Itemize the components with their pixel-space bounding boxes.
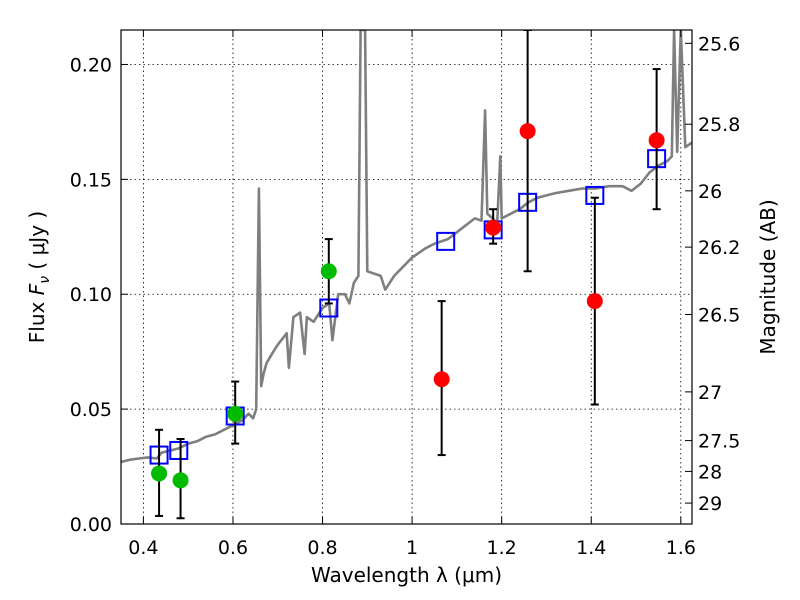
axis-ticks: 0.4 0.6 0.8 1 1.2 1.4 1.6 0.00 0.05 0.10 0.15 0.20 2… [70,30,740,559]
x-tick-label: 0.8 [307,537,337,559]
x-tick-label: 1.2 [487,537,517,559]
right-tick-label: 26.2 [698,237,740,259]
right-tick-label: 25.6 [698,33,740,55]
right-tick-label: 27 [698,382,722,404]
y-tick-label: 0.10 [70,284,112,306]
plot-area [121,30,692,520]
y-tick-label: 0.00 [70,514,112,536]
y-tick-label: 0.05 [70,399,112,421]
right-tick-label: 25.8 [698,114,740,136]
y-tick-label: 0.20 [70,54,112,76]
green-data-point [227,405,244,422]
y-axis-right-label: Magnitude (AB) [756,199,780,354]
red-data-point [433,371,450,388]
y-axis-label-unit: ( μJy ) [25,211,49,276]
red-data-point [648,132,665,149]
x-tick-label: 1.4 [576,537,606,559]
y-axis-label-subscript: ν [37,276,53,284]
right-tick-label: 26.5 [698,304,740,326]
axes-frame [120,29,693,525]
model-spectrum-line [121,30,692,464]
model-photometry-box [436,231,456,251]
y-tick-label: 0.15 [70,169,112,191]
right-tick-label: 26 [698,181,722,203]
x-tick-label: 0.6 [218,537,248,559]
model-photometry-box [169,440,189,460]
x-tick-label: 1.6 [666,537,696,559]
right-tick-label: 28 [698,461,722,483]
red-data-point [485,219,502,236]
x-tick-label: 1 [406,537,418,559]
x-tick-label: 0.4 [128,537,158,559]
y-axis-label: Flux Fν ( μJy ) [25,211,53,343]
red-data-point [519,123,536,140]
right-tick-label: 29 [698,493,722,515]
green-data-point [172,472,189,489]
green-data-point [151,465,168,482]
y-axis-label-symbol: F [25,283,49,295]
red-data-point [586,293,603,310]
x-axis-label: Wavelength λ (μm) [311,563,502,587]
right-tick-label: 27.5 [698,431,740,453]
grid-lines [121,30,692,525]
green-data-point [320,263,337,280]
y-axis-label-prefix: Flux [25,295,49,343]
